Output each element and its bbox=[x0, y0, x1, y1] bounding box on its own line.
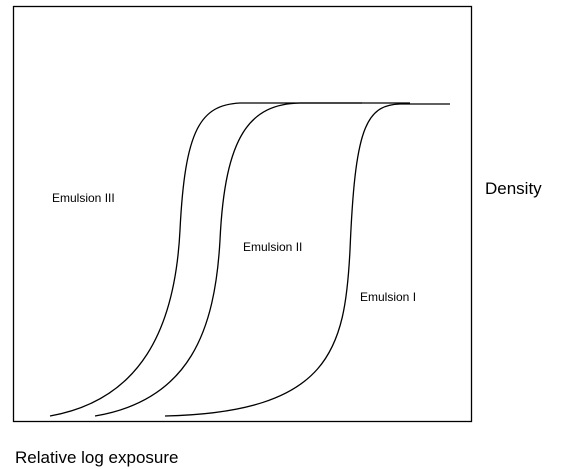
curve-label: Emulsion II bbox=[243, 240, 302, 254]
curve-emulsion-3 bbox=[49, 102, 362, 417]
x-axis-label: Relative log exposure bbox=[15, 448, 178, 467]
plot-frame bbox=[12, 5, 473, 423]
curve-label: Emulsion I bbox=[360, 290, 416, 304]
curve-emulsion-1 bbox=[164, 103, 450, 417]
curve-emulsion-2 bbox=[94, 102, 410, 417]
y-axis-label: Density bbox=[485, 179, 542, 198]
curve-label: Emulsion III bbox=[52, 191, 115, 205]
